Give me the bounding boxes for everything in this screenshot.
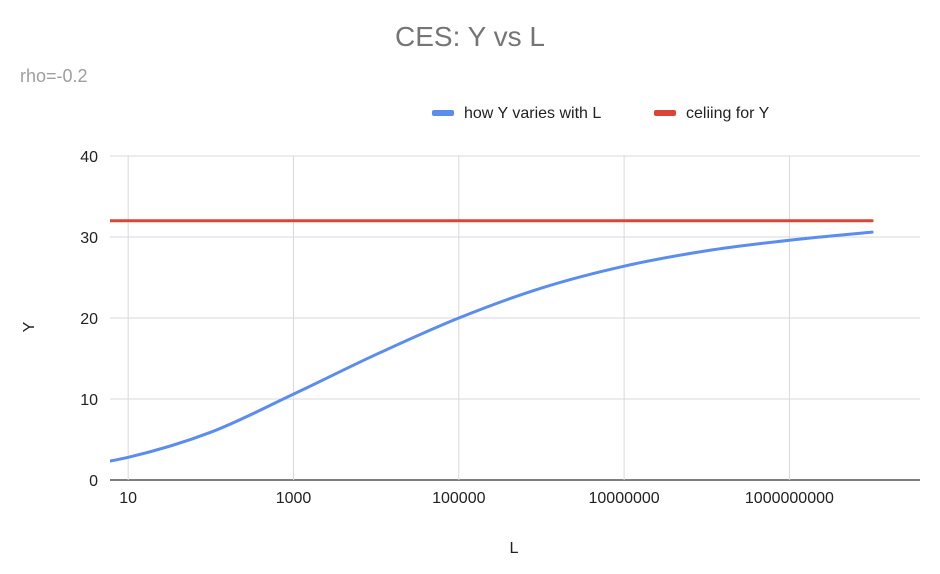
- x-tick-label: 10000000: [589, 490, 660, 507]
- series-line-y-vs-l: [110, 230, 874, 463]
- legend-label: how Y varies with L: [464, 105, 601, 122]
- x-axis-label: L: [510, 540, 519, 557]
- chart-subtitle: rho=-0.2: [20, 66, 88, 86]
- grid: [110, 155, 920, 481]
- y-axis-label: Y: [21, 321, 38, 332]
- y-tick-label: 40: [80, 149, 98, 166]
- legend-swatch: [654, 110, 676, 116]
- chart-title: CES: Y vs L: [395, 21, 545, 52]
- legend: how Y varies with L celiing for Y: [432, 105, 770, 122]
- y-tick-label: 0: [89, 473, 98, 490]
- tick-labels: 0 10 20 30 40 10 1000 100000 10000000 1000000000: [80, 149, 834, 507]
- x-tick-label: 10: [119, 490, 137, 507]
- x-tick-label: 1000: [276, 490, 312, 507]
- series-layer: [110, 219, 874, 463]
- legend-label: celiing for Y: [686, 105, 770, 122]
- x-tick-label: 1000000000: [745, 490, 834, 507]
- x-tick-label: 100000: [432, 490, 485, 507]
- y-tick-label: 30: [80, 230, 98, 247]
- legend-swatch: [432, 110, 454, 116]
- y-tick-label: 10: [80, 392, 98, 409]
- y-tick-label: 20: [80, 311, 98, 328]
